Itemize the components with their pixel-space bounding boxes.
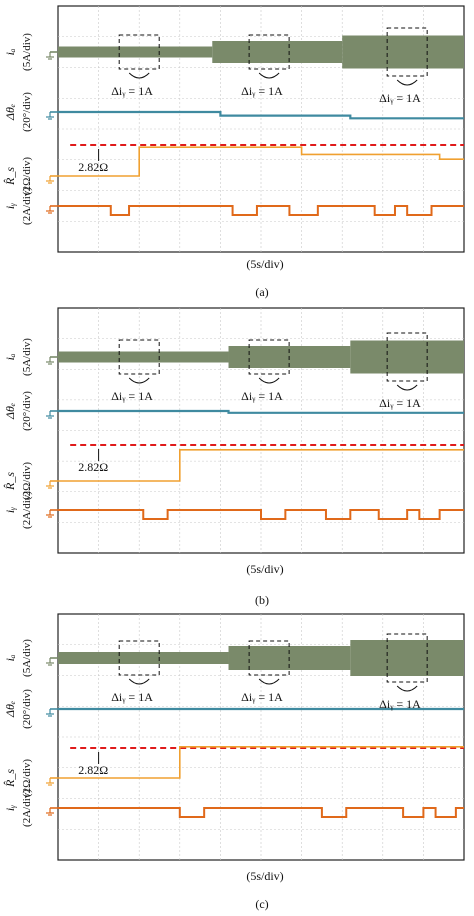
panel-b-channel-scale-rs: (2Ω/div) <box>21 462 33 500</box>
panel-b-ia-envelope <box>350 340 464 374</box>
panel-c-panel-label: (c) <box>255 897 268 911</box>
panel-b-reference-value: 2.82Ω <box>78 460 108 474</box>
panel-b-theta-trace <box>58 409 464 414</box>
panel-c-xlabel: (5s/div) <box>246 869 283 883</box>
panel-c-channel-name-ia: iₐ <box>3 654 17 661</box>
panel-c-channel-scale-theta: (20°/div) <box>21 689 33 729</box>
panel-a-step-annotation: Δiᵧ = 1A <box>379 91 421 105</box>
panel-a-step-annotation: Δiᵧ = 1A <box>111 84 153 98</box>
panel-b-step-box <box>386 332 428 382</box>
panel-b-channel-scale-theta: (20°/div) <box>21 391 33 431</box>
panel-a-channel-scale-igamma: (2A/div) <box>21 187 33 225</box>
panel-b-step-box <box>248 339 290 375</box>
panel-b-channel-scale-ia: (5A/div) <box>21 338 33 376</box>
panel-c-step-arrow <box>258 678 280 685</box>
panel-b-step-arrow <box>258 377 280 384</box>
panel-a-igamma-trace <box>58 205 464 216</box>
panel-a-xlabel: (5s/div) <box>246 257 283 271</box>
panel-a-ia-envelope <box>212 41 343 63</box>
panel-c-step-annotation: Δiᵧ = 1A <box>241 690 283 704</box>
panel-a-step-arrow <box>128 72 150 79</box>
panel-c-step-annotation: Δiᵧ = 1A <box>111 690 153 704</box>
panel-b-channel-name-rs: R̂_s <box>3 472 17 491</box>
panel-c-channel-name-rs: R̂_s <box>3 769 17 788</box>
panel-a-step-annotation: Δiᵧ = 1A <box>241 84 283 98</box>
panel-c-rs-trace <box>58 746 464 779</box>
panel-c-step-box <box>118 640 160 676</box>
panel-c-step-box <box>248 640 290 676</box>
panel-b-igamma-trace <box>58 509 464 520</box>
panel-c-ia-envelope <box>58 652 229 664</box>
panel-a-rs-trace <box>58 146 464 177</box>
panel-a-channel-name-rs: R̂_s <box>3 167 17 186</box>
panel-a-reference-value: 2.82Ω <box>78 160 108 174</box>
panel-b-channel-name-theta: Δθₑ <box>3 403 17 420</box>
panel-b-step-annotation: Δiᵧ = 1A <box>111 389 153 403</box>
panel-c-reference-value: 2.82Ω <box>78 763 108 777</box>
panel-b-channel-name-ia: iₐ <box>3 353 17 360</box>
panel-b-step-annotation: Δiᵧ = 1A <box>379 396 421 410</box>
panel-a-ia-envelope <box>58 46 213 58</box>
panel-c-channel-name-theta: Δθₑ <box>3 701 17 718</box>
panel-a-step-arrow <box>396 79 418 86</box>
panel-a-channel-scale-theta: (20°/div) <box>21 92 33 132</box>
panel-a-step-box <box>386 27 428 77</box>
panel-c-channel-scale-rs: (2Ω/div) <box>21 759 33 797</box>
panel-b-step-arrow <box>128 377 150 384</box>
panel-b-panel-label: (b) <box>255 593 269 607</box>
panel-c-step-arrow <box>396 685 418 692</box>
panel-a-step-box <box>118 34 160 70</box>
panel-c-channel-name-igamma: iᵧ <box>3 805 17 811</box>
panel-c-ia-envelope <box>350 640 464 676</box>
panel-a-ia-envelope <box>342 35 464 69</box>
panel-a-channel-scale-ia: (5A/div) <box>21 33 33 71</box>
panel-b-channel-scale-igamma: (2A/div) <box>21 491 33 529</box>
panel-a-panel-label: (a) <box>255 285 268 299</box>
panel-a-channel-name-igamma: iᵧ <box>3 203 17 209</box>
panel-b-ia-envelope <box>58 351 229 363</box>
panel-a-step-box <box>248 34 290 70</box>
panel-c-channel-scale-ia: (5A/div) <box>21 639 33 677</box>
panel-b-step-arrow <box>396 384 418 391</box>
panel-b-step-annotation: Δiᵧ = 1A <box>241 389 283 403</box>
panel-c-step-annotation: Δiᵧ = 1A <box>379 697 421 711</box>
panel-b-step-box <box>118 339 160 375</box>
panel-a-step-arrow <box>258 72 280 79</box>
panel-c-step-box <box>386 633 428 683</box>
panel-b-rs-trace <box>58 449 464 482</box>
panel-b-channel-name-igamma: iᵧ <box>3 507 17 513</box>
panel-c-channel-scale-igamma: (2A/div) <box>21 789 33 827</box>
panel-a-channel-name-theta: Δθₑ <box>3 104 17 121</box>
panel-c-igamma-trace <box>58 807 464 818</box>
panel-a-channel-name-ia: iₐ <box>3 48 17 55</box>
panel-c-step-arrow <box>128 678 150 685</box>
panel-b-xlabel: (5s/div) <box>246 562 283 576</box>
panel-a-channel-scale-rs: (2Ω/div) <box>21 157 33 195</box>
panel-a-theta-trace <box>58 110 464 120</box>
